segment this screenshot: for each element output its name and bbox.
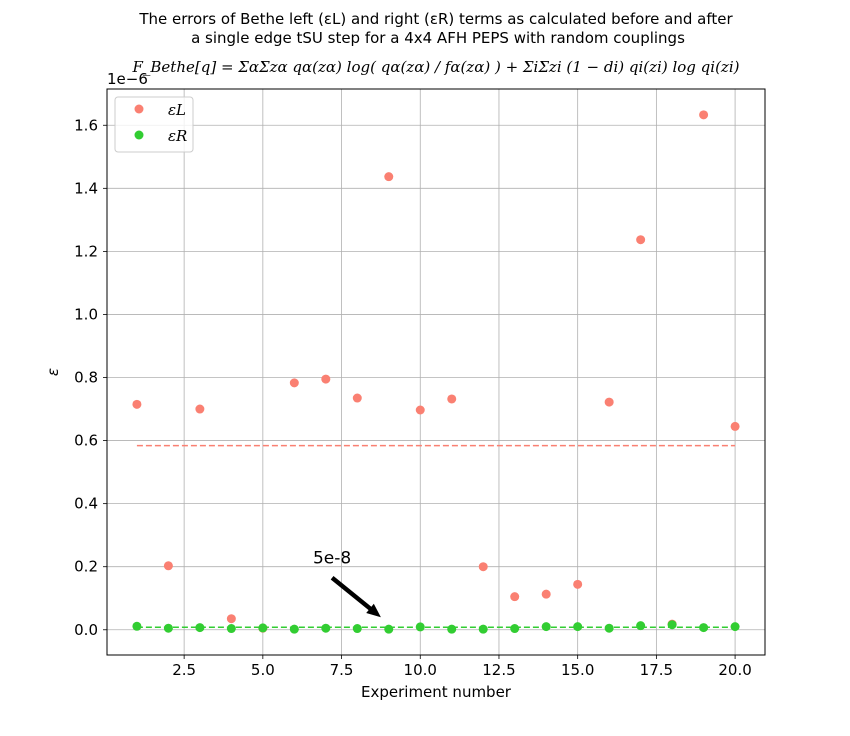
x-tick-label: 12.5 <box>482 661 515 679</box>
x-tick-label: 20.0 <box>718 661 751 679</box>
legend-box <box>114 96 194 153</box>
point-eps-l <box>384 172 394 182</box>
y-tick-label: 1.6 <box>74 116 98 134</box>
plot-area-frame <box>106 88 766 656</box>
point-eps-r <box>730 622 740 632</box>
point-eps-l <box>195 404 205 414</box>
y-axis-label: ε <box>44 368 62 376</box>
y-tick-label: 0.8 <box>74 369 98 387</box>
grid <box>107 89 765 655</box>
point-eps-l <box>730 421 740 431</box>
chart-title-line-1: The errors of Bethe left (εL) and right … <box>138 10 733 28</box>
legend-label-eps-l: εL <box>168 101 186 119</box>
point-eps-r <box>132 621 142 631</box>
point-eps-r <box>352 624 362 634</box>
x-tick-label: 2.5 <box>172 661 196 679</box>
x-tick-label: 17.5 <box>640 661 673 679</box>
point-eps-r <box>258 623 268 633</box>
legend-marker-eps-l <box>134 104 144 114</box>
point-eps-r <box>604 623 614 633</box>
point-eps-r <box>415 622 425 632</box>
point-eps-l <box>415 405 425 415</box>
point-eps-r <box>478 624 488 634</box>
y-tick-label: 1.0 <box>74 305 98 323</box>
x-axis-label: Experiment number <box>361 683 512 701</box>
legend-label-eps-r: εR <box>168 127 187 145</box>
point-eps-l <box>478 562 488 572</box>
point-eps-l <box>573 579 583 589</box>
data-points <box>132 110 740 634</box>
legend: εL εR <box>114 96 194 153</box>
chart-title-line-2: a single edge tSU step for a 4x4 AFH PEP… <box>191 29 685 47</box>
point-eps-r <box>163 623 173 633</box>
x-tick-label: 5.0 <box>251 661 275 679</box>
annotation: 5e-8 <box>313 549 381 618</box>
point-eps-r <box>195 623 205 633</box>
y-offset-label: 1e−6 <box>107 70 148 88</box>
annotation-arrow <box>330 576 381 618</box>
point-eps-l <box>321 374 331 384</box>
point-eps-r <box>384 624 394 634</box>
point-eps-r <box>510 624 520 634</box>
point-eps-r <box>321 623 331 633</box>
annotation-text: 5e-8 <box>313 549 351 569</box>
point-eps-r <box>447 624 457 634</box>
point-eps-r <box>541 622 551 632</box>
point-eps-l <box>163 561 173 571</box>
point-eps-l <box>352 393 362 403</box>
point-eps-l <box>699 110 709 120</box>
y-tick-label: 1.2 <box>74 242 98 260</box>
chart-formula: F_Bethe[q] = ΣαΣzα qα(zα) log( qα(zα) / … <box>132 58 740 76</box>
axis-ticks: 2.5 5.0 7.5 10.0 12.5 15.0 17.5 20.0 0.0 0.2 0.4 0.… <box>74 116 752 679</box>
legend-marker-eps-r <box>134 130 144 140</box>
y-tick-label: 1.4 <box>74 179 98 197</box>
point-eps-l <box>226 614 236 624</box>
point-eps-l <box>510 592 520 602</box>
point-eps-r <box>636 621 646 631</box>
point-eps-r <box>226 624 236 634</box>
point-eps-l <box>636 235 646 245</box>
point-eps-l <box>289 378 299 388</box>
point-eps-r <box>699 623 709 633</box>
point-eps-r <box>573 622 583 632</box>
mean-lines <box>136 444 736 629</box>
y-tick-label: 0.4 <box>74 495 98 513</box>
point-eps-l <box>541 589 551 599</box>
x-tick-label: 7.5 <box>330 661 354 679</box>
point-eps-l <box>604 397 614 407</box>
point-eps-l <box>447 394 457 404</box>
y-tick-label: 0.2 <box>74 558 98 576</box>
point-eps-l <box>132 399 142 409</box>
point-eps-r <box>289 624 299 634</box>
x-tick-label: 15.0 <box>561 661 594 679</box>
x-tick-label: 10.0 <box>404 661 437 679</box>
point-eps-r <box>667 620 677 630</box>
y-tick-label: 0.0 <box>74 621 98 639</box>
y-tick-label: 0.6 <box>74 432 98 450</box>
